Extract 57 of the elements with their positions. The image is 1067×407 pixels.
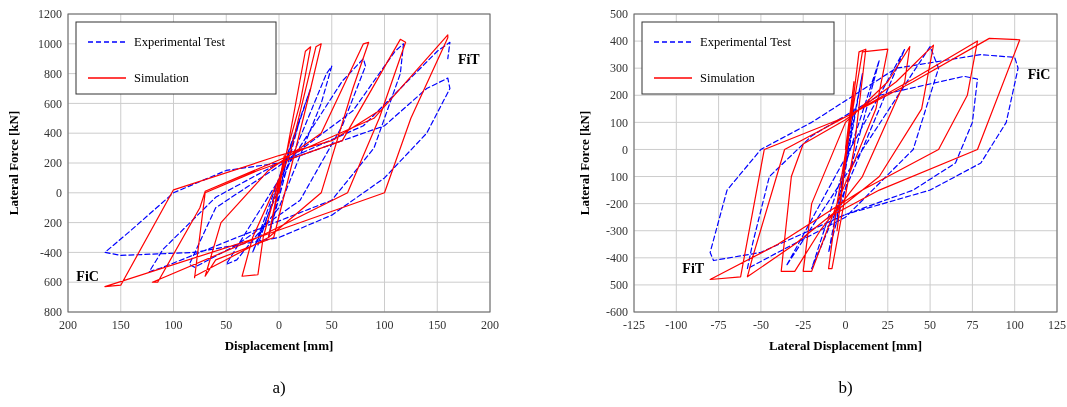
annotation: FiC <box>76 268 99 284</box>
x-tick-label: 150 <box>111 318 130 332</box>
x-axis-title: Lateral Displacement [mm] <box>768 338 923 353</box>
y-tick-label: 400 <box>610 34 628 49</box>
x-tick-label: 200 <box>481 318 499 332</box>
y-tick-label: -400 <box>40 245 62 260</box>
y-axis-title: Lateral Force [kN] <box>577 110 592 216</box>
x-tick-label: -50 <box>752 318 769 332</box>
x-tick-label: 25 <box>881 318 894 332</box>
x-tick-label: 0 <box>276 318 282 332</box>
x-tick-label: 100 <box>164 318 183 332</box>
y-tick-label: 600 <box>44 96 62 111</box>
y-tick-label: 800 <box>44 66 62 81</box>
y-tick-label: 1200 <box>38 7 62 22</box>
x-axis-title: Displacement [mm] <box>224 338 334 353</box>
x-tick-label: -100 <box>665 318 688 332</box>
legend-label: Simulation <box>134 71 190 86</box>
y-tick-label: 800 <box>44 305 62 320</box>
x-tick-label: 125 <box>1048 318 1066 332</box>
y-tick-label: 600 <box>44 275 62 290</box>
text: a) <box>272 378 286 397</box>
annotation: FiT <box>457 52 481 68</box>
x-tick-label: -125 <box>623 318 645 332</box>
annotation: FiT <box>682 261 705 277</box>
y-tick-label: 300 <box>610 61 628 76</box>
y-tick-label: 100 <box>610 115 628 130</box>
y-tick-label: -600 <box>606 305 628 320</box>
x-tick-label: 50 <box>220 318 233 332</box>
x-tick-label: -25 <box>795 318 812 332</box>
y-tick-label: 200 <box>610 88 628 103</box>
y-tick-label: -400 <box>606 251 628 266</box>
y-tick-label: 500 <box>610 278 628 293</box>
x-tick-label: -75 <box>710 318 727 332</box>
x-tick-label: 50 <box>924 318 937 332</box>
text: b) <box>838 378 853 397</box>
y-tick-label: 0 <box>622 142 628 157</box>
x-tick-label: 50 <box>325 318 338 332</box>
y-tick-label: 400 <box>44 126 62 141</box>
legend-label: Experimental Test <box>700 35 792 50</box>
y-tick-label: 1000 <box>38 37 62 51</box>
y-tick-label: 200 <box>44 156 62 171</box>
x-tick-label: 100 <box>1005 318 1024 332</box>
legend-label: Experimental Test <box>134 35 226 50</box>
x-tick-label: 0 <box>842 318 849 332</box>
y-tick-label: 0 <box>56 186 62 200</box>
y-axis-title: Lateral Force [kN] <box>6 110 21 216</box>
legend-label: Simulation <box>700 71 756 86</box>
x-tick-label: 150 <box>428 318 447 332</box>
y-tick-label: -300 <box>606 223 628 238</box>
x-tick-label: 200 <box>59 318 77 332</box>
x-tick-label: 75 <box>966 318 979 332</box>
y-tick-label: -200 <box>606 196 628 211</box>
y-tick-label: 200 <box>44 215 62 230</box>
annotation: FiC <box>1027 67 1051 83</box>
y-tick-label: 500 <box>610 7 628 22</box>
x-tick-label: 100 <box>375 318 394 332</box>
y-tick-label: 100 <box>610 169 628 184</box>
